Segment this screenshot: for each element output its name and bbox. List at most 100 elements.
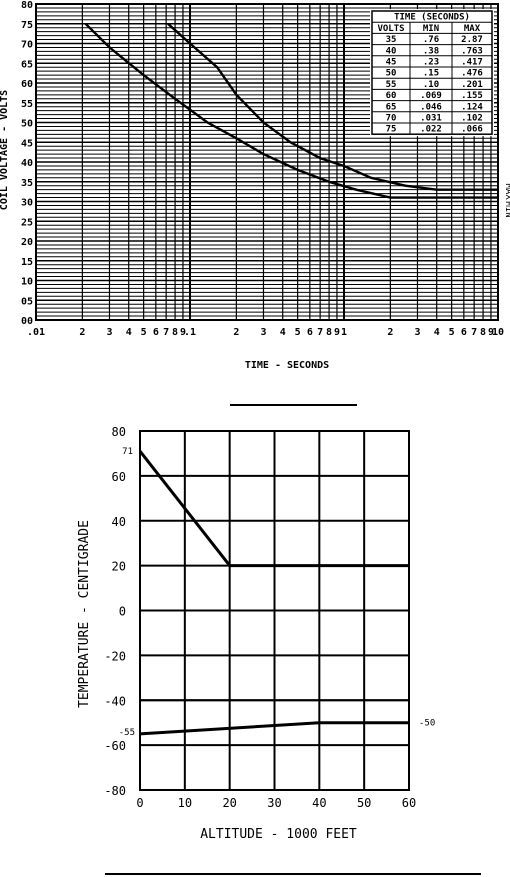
table-cell: 45	[386, 58, 397, 68]
table-cell: 65	[386, 102, 397, 112]
y-axis-label: COIL VOLTAGE - VOLTS	[0, 90, 10, 210]
y-tick-label: 25	[21, 217, 33, 228]
plot-frame	[139, 430, 410, 791]
x-tick-label: 30	[267, 796, 281, 810]
x-tick-label: 4	[280, 327, 286, 338]
y-tick-label: 50	[21, 119, 33, 130]
y-tick-label: 55	[21, 99, 33, 110]
data-annotation: -50	[419, 719, 435, 729]
x-tick-label: 7	[317, 327, 323, 338]
y-tick-label: 30	[21, 198, 33, 209]
y-tick-label: 20	[112, 560, 126, 574]
x-tick-label: 6	[461, 327, 467, 338]
x-tick-label: 3	[106, 327, 112, 338]
x-axis-label: ALTITUDE - 1000 FEET	[200, 827, 357, 842]
data-annotation: -55	[119, 728, 135, 738]
x-tick-label: 8	[326, 327, 332, 338]
table-header: MIN	[423, 24, 439, 34]
table-background	[370, 9, 494, 137]
y-tick-label: -80	[104, 784, 126, 798]
x-tick-label: 7	[163, 327, 169, 338]
table-cell: .046	[420, 102, 442, 112]
x-tick-label: 2	[387, 327, 393, 338]
x-tick-label: 5	[449, 327, 455, 338]
x-tick-label: 9	[180, 327, 186, 338]
data-table: TIME (SECONDS)VOLTS MIN MAX 35 .76 2.87 40 .38.…	[370, 9, 494, 137]
x-tick-label: 3	[414, 327, 420, 338]
table-cell: 55	[386, 80, 397, 90]
x-tick-label: 6	[307, 327, 313, 338]
temperature-altitude-chart: 80 60 40 20 0 -20 -40 -60 -80 0 10 20 30 40 50 60 ALTITU…	[77, 425, 435, 842]
x-tick-label: 40	[312, 796, 326, 810]
x-tick-label: 9	[334, 327, 340, 338]
x-tick-label: 5	[141, 327, 147, 338]
x-tick-label: 8	[172, 327, 178, 338]
table-cell: 40	[386, 46, 397, 56]
y-tick-label: 35	[21, 178, 33, 189]
x-tick-label: 1	[341, 327, 347, 338]
x-tick-label: 2	[233, 327, 239, 338]
x-tick-label: 3	[260, 327, 266, 338]
table-cell: .201	[461, 80, 483, 90]
table-header: VOLTS	[377, 24, 404, 34]
table-cell: 75	[386, 125, 397, 135]
y-tick-label: 05	[21, 296, 33, 307]
y-tick-label: 60	[21, 79, 33, 90]
x-tick-label: 8	[480, 327, 486, 338]
table-cell: .022	[420, 125, 442, 135]
y-tick-label: -40	[104, 694, 126, 708]
table-title: TIME (SECONDS)	[394, 13, 470, 23]
table-cell: .155	[461, 91, 483, 101]
plot-frame	[35, 3, 499, 321]
table-cell: 2.87	[461, 35, 483, 45]
table-cell: .066	[461, 125, 483, 135]
x-tick-label: 0	[136, 796, 143, 810]
table-cell: 70	[386, 114, 397, 124]
table-header: MAX	[464, 24, 481, 34]
x-tick-label: 6	[153, 327, 159, 338]
table-cell: .102	[461, 114, 483, 124]
x-tick-label: 9	[488, 327, 494, 338]
series-line	[167, 22, 498, 191]
y-tick-label: 40	[21, 158, 33, 169]
table-cell: 60	[386, 91, 397, 101]
table-cell: .38	[423, 46, 439, 56]
x-tick-label: 20	[222, 796, 236, 810]
y-tick-label: 15	[21, 257, 33, 268]
y-tick-label: 20	[21, 237, 33, 248]
x-axis-label: TIME - SECONDS	[245, 360, 329, 371]
y-tick-label: -60	[104, 739, 126, 753]
table-cell: .476	[461, 69, 483, 79]
annotation-max: MAX	[503, 184, 510, 201]
series-line	[138, 450, 409, 568]
x-tick-label: 10	[492, 327, 504, 338]
x-tick-label: 7	[471, 327, 477, 338]
table-cell: .763	[461, 46, 483, 56]
x-tick-label: .01	[27, 327, 45, 338]
x-tick-label: 2	[79, 327, 85, 338]
table-cell: 50	[386, 69, 397, 79]
x-tick-label: .1	[184, 327, 196, 338]
x-tick-label: 50	[357, 796, 371, 810]
data-annotation: 71	[122, 447, 133, 457]
y-tick-label: 45	[21, 138, 33, 149]
table-cell: .10	[423, 80, 439, 90]
series-line	[84, 22, 498, 199]
y-tick-label: 60	[112, 470, 126, 484]
y-tick-label: 40	[112, 515, 126, 529]
y-tick-label: -20	[104, 649, 126, 663]
y-tick-label: 70	[21, 40, 33, 51]
x-tick-label: 4	[434, 327, 440, 338]
table-cell: .124	[461, 102, 483, 112]
y-axis-label: TEMPERATURE - CENTIGRADE	[77, 520, 92, 708]
y-tick-label: 65	[21, 59, 33, 70]
y-tick-label: 0	[119, 605, 126, 619]
x-tick-label: 10	[178, 796, 192, 810]
y-tick-label: 80	[112, 425, 126, 439]
y-tick-label: 80	[21, 0, 33, 11]
x-tick-label: 60	[402, 796, 416, 810]
y-tick-label: 75	[21, 20, 33, 31]
table-cell: .069	[420, 91, 442, 101]
x-tick-label: 4	[126, 327, 132, 338]
